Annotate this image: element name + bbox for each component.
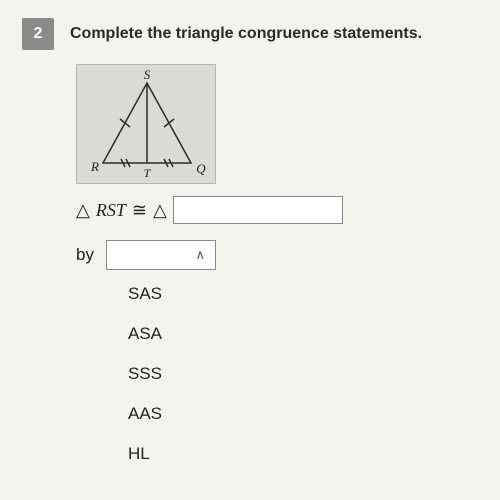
by-label: by <box>76 245 94 265</box>
question-container: 2 Complete the triangle congruence state… <box>0 0 500 492</box>
label-q: Q <box>196 161 206 176</box>
question-number-badge: 2 <box>22 18 54 50</box>
congruence-statement-row: △ RST ≅ △ <box>76 196 478 224</box>
triangle-svg: S R Q T <box>77 65 217 185</box>
given-triangle: RST <box>96 200 126 221</box>
congruence-reason-dropdown[interactable]: ∧ <box>106 240 216 270</box>
option-sas[interactable]: SAS <box>120 274 478 314</box>
label-r: R <box>90 159 99 174</box>
question-header: 2 Complete the triangle congruence state… <box>22 18 478 50</box>
option-sss[interactable]: SSS <box>120 354 478 394</box>
option-hl[interactable]: HL <box>120 434 478 474</box>
figure-wrap: S R Q T <box>76 64 478 184</box>
triangle-symbol-1: △ <box>76 200 90 221</box>
triangle-figure: S R Q T <box>76 64 216 184</box>
triangle-symbol-2: △ <box>153 200 167 221</box>
triangle-answer-input[interactable] <box>173 196 343 224</box>
option-asa[interactable]: ASA <box>120 314 478 354</box>
chevron-up-icon: ∧ <box>195 247 205 263</box>
label-s: S <box>144 67 151 82</box>
by-row: by ∧ <box>76 240 478 270</box>
question-number-text: 2 <box>34 25 43 43</box>
option-aas[interactable]: AAS <box>120 394 478 434</box>
question-prompt: Complete the triangle congruence stateme… <box>70 25 422 43</box>
dropdown-options-list: SAS ASA SSS AAS HL <box>120 274 478 474</box>
label-t: T <box>144 166 152 180</box>
congruent-symbol: ≅ <box>132 200 147 221</box>
